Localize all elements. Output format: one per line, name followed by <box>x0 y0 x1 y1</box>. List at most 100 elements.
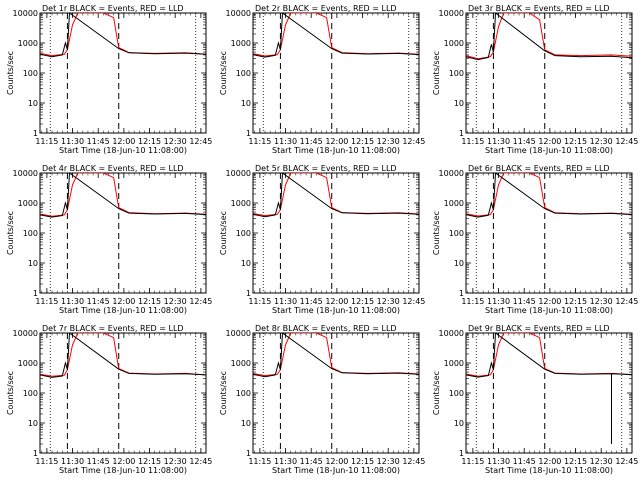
y-tick-label: 10 <box>454 99 464 108</box>
x-tick-label: 12:00 <box>112 457 135 466</box>
panel-title: Det 4r BLACK = Events, RED = LLD <box>42 164 184 173</box>
x-tick-label: 11:30 <box>274 457 297 466</box>
events-series-line <box>253 13 419 58</box>
x-tick-label: 11:15 <box>35 297 58 306</box>
y-tick-label: 10000 <box>226 329 251 338</box>
y-tick-label: 1000 <box>231 39 251 48</box>
x-tick-label: 12:45 <box>615 457 638 466</box>
x-tick-label: 11:30 <box>61 297 84 306</box>
y-tick-label: 100 <box>236 229 251 238</box>
panel-det-3: 1 10 100 1000 10000 11:15 11:30 11:45 12:00 12:15… <box>432 4 638 155</box>
y-tick-label: 100 <box>449 69 464 78</box>
y-axis-label: Counts/sec <box>6 211 15 255</box>
plot-frame <box>465 12 633 134</box>
x-tick-label: 12:30 <box>164 457 187 466</box>
y-tick-label: 100 <box>449 389 464 398</box>
y-axis-label: Counts/sec <box>432 211 441 255</box>
y-axis-label: Counts/sec <box>219 51 228 95</box>
y-tick-label: 1000 <box>444 359 464 368</box>
x-tick-label: 12:45 <box>402 457 425 466</box>
lld-series-line <box>253 13 419 57</box>
x-tick-label: 11:45 <box>300 297 323 306</box>
y-tick-label: 1000 <box>18 39 38 48</box>
x-tick-label: 11:45 <box>513 457 536 466</box>
x-tick-label: 12:15 <box>351 137 374 146</box>
y-tick-label: 1000 <box>231 359 251 368</box>
plot-frame <box>39 12 207 134</box>
panel-det-9: 1 10 100 1000 10000 11:15 11:30 11:45 12:00 12:15… <box>432 324 638 475</box>
y-tick-label: 10 <box>454 419 464 428</box>
x-tick-label: 11:15 <box>248 457 271 466</box>
x-axis-label: Start Time (18-Jun-10 11:08:00) <box>59 146 187 155</box>
y-tick-label: 1 <box>33 289 38 298</box>
panel-det-1: 1 10 100 1000 10000 11:15 11:30 11:45 12:00 12:15… <box>6 4 212 155</box>
x-tick-label: 11:15 <box>461 457 484 466</box>
x-tick-label: 11:45 <box>300 137 323 146</box>
y-tick-label: 1000 <box>444 39 464 48</box>
lld-series-line <box>40 173 206 217</box>
x-tick-label: 12:15 <box>351 297 374 306</box>
y-tick-label: 100 <box>236 69 251 78</box>
panel-det-8: 1 10 100 1000 10000 11:15 11:30 11:45 12:00 12:15… <box>219 324 425 475</box>
lld-series-line <box>466 333 632 377</box>
y-tick-label: 1 <box>246 289 251 298</box>
x-tick-label: 11:30 <box>274 137 297 146</box>
events-series-line <box>466 13 632 61</box>
x-tick-label: 12:15 <box>138 297 161 306</box>
x-tick-label: 12:30 <box>164 137 187 146</box>
y-axis-label: Counts/sec <box>432 371 441 415</box>
x-tick-label: 12:00 <box>112 137 135 146</box>
y-tick-label: 100 <box>23 69 38 78</box>
panel-title: Det 1r BLACK = Events, RED = LLD <box>42 4 184 13</box>
events-series-line <box>466 173 632 218</box>
events-series-line <box>40 173 206 218</box>
y-tick-label: 1 <box>459 289 464 298</box>
x-tick-label: 12:45 <box>402 297 425 306</box>
x-tick-label: 11:15 <box>248 297 271 306</box>
panel-title: Det 3r BLACK = Events, RED = LLD <box>468 4 610 13</box>
x-tick-label: 11:15 <box>35 457 58 466</box>
panel-det-7: 1 10 100 1000 10000 11:15 11:30 11:45 12:00 12:15… <box>6 324 212 475</box>
y-tick-label: 10 <box>241 99 251 108</box>
x-tick-label: 11:45 <box>87 297 110 306</box>
y-tick-label: 10000 <box>439 169 464 178</box>
panel-det-4: 1 10 100 1000 10000 11:15 11:30 11:45 12:00 12:15… <box>6 164 212 315</box>
y-tick-label: 10000 <box>13 329 38 338</box>
panel-title: Det 8r BLACK = Events, RED = LLD <box>255 324 397 333</box>
x-tick-label: 12:30 <box>377 297 400 306</box>
x-tick-label: 12:30 <box>590 137 613 146</box>
x-axis-label: Start Time (18-Jun-10 11:08:00) <box>485 306 613 315</box>
y-tick-label: 10 <box>241 259 251 268</box>
y-tick-label: 10000 <box>226 9 251 18</box>
x-tick-label: 12:00 <box>325 457 348 466</box>
plot-frame <box>39 172 207 294</box>
y-tick-label: 1000 <box>231 199 251 208</box>
y-tick-label: 1 <box>246 129 251 138</box>
y-tick-label: 1 <box>33 129 38 138</box>
lld-series-line <box>253 173 419 217</box>
y-tick-label: 1 <box>33 449 38 458</box>
y-tick-label: 10000 <box>13 169 38 178</box>
events-series-line <box>253 333 419 378</box>
plot-frame <box>465 172 633 294</box>
lld-series-line <box>466 173 632 217</box>
y-tick-label: 1000 <box>18 359 38 368</box>
x-tick-label: 12:00 <box>538 297 561 306</box>
y-tick-label: 100 <box>23 229 38 238</box>
panel-det-6: 1 10 100 1000 10000 11:15 11:30 11:45 12:00 12:15… <box>432 164 638 315</box>
x-tick-label: 11:30 <box>61 457 84 466</box>
x-axis-label: Start Time (18-Jun-10 11:08:00) <box>485 146 613 155</box>
y-tick-label: 10 <box>241 419 251 428</box>
x-axis-label: Start Time (18-Jun-10 11:08:00) <box>272 466 400 475</box>
x-tick-label: 12:45 <box>615 137 638 146</box>
x-tick-label: 12:15 <box>564 457 587 466</box>
x-tick-label: 11:30 <box>487 457 510 466</box>
x-tick-label: 12:45 <box>615 297 638 306</box>
y-tick-label: 10 <box>28 259 38 268</box>
x-tick-label: 12:45 <box>189 137 212 146</box>
y-tick-label: 10000 <box>439 9 464 18</box>
y-tick-label: 1 <box>246 449 251 458</box>
y-tick-label: 1000 <box>444 199 464 208</box>
x-tick-label: 12:30 <box>590 297 613 306</box>
plot-frame <box>252 172 420 294</box>
